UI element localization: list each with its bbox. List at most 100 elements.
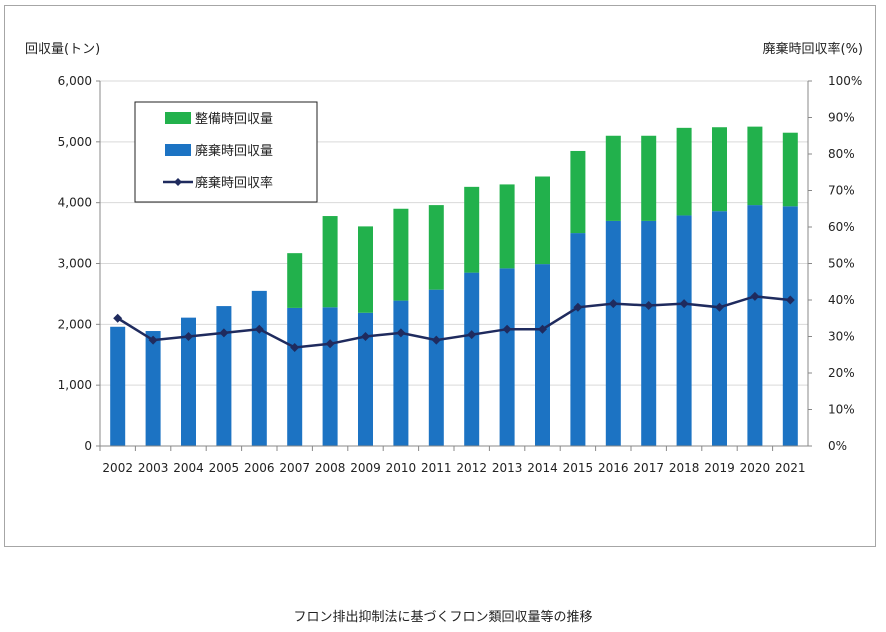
- legend: 整備時回収量 廃棄時回収量 廃棄時回収率: [134, 101, 318, 203]
- legend-label-disposal: 廃棄時回収量: [195, 143, 273, 159]
- y-tick-label: 2,000: [58, 317, 92, 331]
- x-tick-label: 2020: [740, 461, 771, 475]
- rate-marker: [361, 332, 370, 341]
- bar-disposal: [287, 307, 303, 446]
- x-tick-label: 2013: [492, 461, 523, 475]
- x-tick-label: 2010: [386, 461, 417, 475]
- rate-marker: [785, 295, 795, 305]
- rate-marker: [502, 324, 512, 334]
- x-tick-label: 2009: [350, 461, 381, 475]
- rate-marker: [538, 324, 547, 334]
- x-tick-label: 2012: [456, 461, 487, 475]
- bar-disposal: [251, 290, 267, 446]
- x-tick-label: 2015: [563, 461, 594, 475]
- x-tick-label: 2003: [138, 461, 169, 475]
- rate-marker: [644, 300, 654, 310]
- y-tick-label: 1,000: [58, 378, 92, 392]
- x-tick-label: 2021: [775, 461, 806, 475]
- legend-label-maintenance: 整備時回収量: [195, 111, 273, 127]
- x-tick-label: 2011: [421, 461, 452, 475]
- y2-tick-label: 40%: [828, 293, 855, 307]
- bar-disposal: [322, 307, 338, 446]
- bar-disposal: [676, 215, 692, 446]
- x-tick-label: 2014: [527, 461, 558, 475]
- legend-swatch-disposal: [165, 144, 191, 156]
- y2-tick-label: 50%: [828, 257, 855, 271]
- y2-tick-label: 0%: [828, 439, 847, 453]
- bar-disposal: [782, 206, 798, 446]
- bar-disposal: [181, 317, 196, 446]
- x-tick-label: 2008: [315, 461, 346, 475]
- y2-tick-label: 70%: [828, 184, 855, 198]
- bar-disposal: [747, 205, 763, 446]
- bar-maintenance: [358, 226, 373, 313]
- bar-maintenance: [641, 135, 657, 221]
- bar-maintenance: [428, 205, 444, 290]
- bar-maintenance: [676, 127, 692, 216]
- bar-disposal: [570, 233, 586, 446]
- rate-marker: [148, 335, 158, 345]
- x-tick-label: 2019: [704, 461, 735, 475]
- y2-tick-label: 10%: [828, 403, 855, 417]
- bar-disposal: [605, 220, 621, 446]
- y2-tick-label: 60%: [828, 220, 855, 234]
- bar-disposal: [145, 331, 161, 446]
- bar-disposal: [499, 268, 515, 446]
- bar-maintenance: [747, 126, 763, 206]
- rate-line: [113, 291, 795, 352]
- bar-maintenance: [464, 186, 480, 273]
- legend-swatch-maintenance: [165, 112, 191, 124]
- rate-marker: [679, 299, 689, 309]
- bar-maintenance: [782, 132, 798, 207]
- bar-maintenance: [605, 135, 621, 221]
- bar-maintenance: [322, 216, 338, 308]
- x-tick-label: 2018: [669, 461, 700, 475]
- y2-tick-label: 80%: [828, 147, 855, 161]
- chart-svg: 0 1,000 2,000 3,000 4,000 5,000 6,000 0% 10% 20% 3…: [25, 41, 864, 475]
- y2-tick-label: 90%: [828, 111, 855, 125]
- rate-marker: [184, 332, 193, 341]
- x-tick-label: 2006: [244, 461, 275, 475]
- bar-disposal: [535, 264, 550, 446]
- chart-frame: 0 1,000 2,000 3,000 4,000 5,000 6,000 0% 10% 20% 3…: [4, 5, 876, 547]
- y-tick-label: 6,000: [58, 74, 92, 88]
- axes: 0 1,000 2,000 3,000 4,000 5,000 6,000 0% 10% 20% 3…: [58, 74, 863, 475]
- rate-marker: [113, 313, 123, 323]
- y2-tick-label: 100%: [828, 74, 862, 88]
- rate-marker: [431, 335, 441, 345]
- rate-marker: [290, 342, 300, 352]
- bar-maintenance: [535, 176, 550, 265]
- bar-disposal: [428, 289, 444, 446]
- bar-maintenance: [570, 150, 586, 234]
- rate-marker: [467, 330, 477, 340]
- rate-marker: [573, 302, 583, 312]
- rate-marker: [608, 299, 618, 309]
- bar-disposal: [358, 312, 373, 446]
- bar-maintenance: [712, 127, 727, 212]
- y2-tick-label: 20%: [828, 366, 855, 380]
- bar-disposal: [393, 300, 409, 446]
- y-tick-label: 0: [84, 439, 92, 453]
- rate-marker: [396, 328, 406, 338]
- bar-disposal: [464, 272, 480, 446]
- y-tick-label: 3,000: [58, 257, 92, 271]
- x-tick-label: 2005: [209, 461, 240, 475]
- y-tick-label: 4,000: [58, 196, 92, 210]
- x-tick-label: 2007: [279, 461, 310, 475]
- bar-maintenance: [393, 208, 409, 301]
- bar-disposal: [641, 220, 657, 446]
- bar-disposal: [110, 326, 126, 446]
- y2-tick-label: 30%: [828, 330, 855, 344]
- bar-disposal: [712, 211, 727, 446]
- y-axis-title: 回収量(トン): [25, 42, 100, 57]
- bar-disposal: [216, 306, 232, 446]
- y-tick-label: 5,000: [58, 135, 92, 149]
- x-tick-label: 2017: [633, 461, 664, 475]
- y2-axis-title: 廃棄時回収率(%): [763, 41, 864, 57]
- rate-marker: [325, 339, 335, 349]
- rate-polyline: [117, 295, 791, 349]
- rate-marker: [750, 291, 760, 301]
- rate-marker: [219, 328, 229, 338]
- bar-maintenance: [287, 253, 303, 308]
- x-tick-label: 2016: [598, 461, 629, 475]
